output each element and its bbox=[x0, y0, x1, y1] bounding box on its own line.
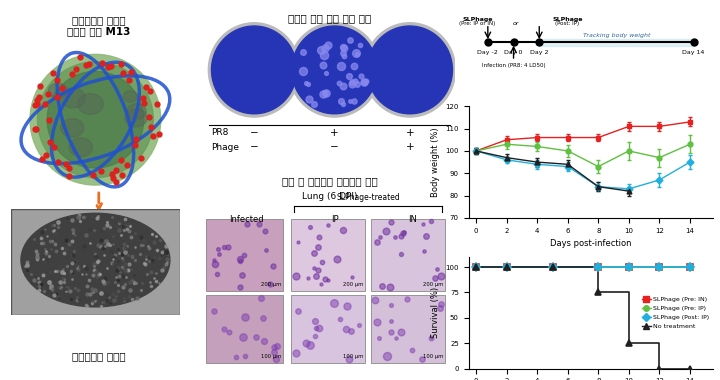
Ellipse shape bbox=[60, 119, 84, 137]
Circle shape bbox=[61, 239, 130, 281]
Circle shape bbox=[47, 71, 144, 168]
Text: Tracking body weight: Tracking body weight bbox=[582, 33, 650, 38]
Text: −: − bbox=[250, 128, 258, 138]
Text: 플라그 형성 억제 효과 검증: 플라그 형성 억제 효과 검증 bbox=[288, 13, 371, 23]
Text: −: − bbox=[330, 142, 339, 152]
FancyBboxPatch shape bbox=[371, 219, 445, 291]
Ellipse shape bbox=[208, 23, 300, 117]
Circle shape bbox=[21, 213, 170, 307]
Ellipse shape bbox=[367, 26, 452, 114]
Text: 200 μm: 200 μm bbox=[261, 282, 282, 287]
Text: PR8: PR8 bbox=[212, 128, 229, 137]
Text: SLPhage: SLPhage bbox=[552, 17, 582, 22]
Text: Day -2: Day -2 bbox=[477, 50, 498, 55]
Text: 200 μm: 200 μm bbox=[423, 282, 444, 287]
Text: 전자현미경 이미지: 전자현미경 이미지 bbox=[72, 352, 125, 361]
Ellipse shape bbox=[292, 26, 377, 114]
Text: (Pre: IP or IN): (Pre: IP or IN) bbox=[459, 21, 495, 26]
Text: SLPhage-treated: SLPhage-treated bbox=[336, 193, 400, 202]
Ellipse shape bbox=[212, 26, 297, 114]
FancyBboxPatch shape bbox=[11, 209, 180, 315]
Text: or: or bbox=[513, 21, 519, 26]
Text: 200 μm: 200 μm bbox=[343, 282, 364, 287]
Text: 100 μm: 100 μm bbox=[343, 354, 364, 359]
Circle shape bbox=[37, 62, 153, 177]
Ellipse shape bbox=[364, 23, 456, 117]
Text: +: + bbox=[405, 142, 414, 152]
FancyBboxPatch shape bbox=[207, 295, 283, 363]
Legend: SLPhage (Pre: IN), SLPhage (Pre: IP), SLPhage (Post: IP), No treatment: SLPhage (Pre: IN), SLPhage (Pre: IP), SL… bbox=[639, 294, 712, 332]
Ellipse shape bbox=[125, 109, 147, 127]
Ellipse shape bbox=[127, 104, 146, 119]
Ellipse shape bbox=[289, 23, 380, 117]
Text: −: − bbox=[250, 142, 258, 152]
Text: SLPhage: SLPhage bbox=[462, 17, 492, 22]
FancyBboxPatch shape bbox=[207, 219, 283, 291]
Ellipse shape bbox=[69, 138, 92, 157]
Ellipse shape bbox=[78, 94, 104, 114]
Text: IN: IN bbox=[408, 215, 417, 225]
Text: 100 μm: 100 μm bbox=[261, 354, 282, 359]
Ellipse shape bbox=[123, 91, 138, 102]
Circle shape bbox=[30, 54, 161, 185]
Y-axis label: Body weight (%): Body weight (%) bbox=[431, 127, 440, 197]
Text: Lung (6 DPI): Lung (6 DPI) bbox=[302, 192, 357, 201]
X-axis label: Days post-infection: Days post-infection bbox=[550, 239, 631, 248]
Text: 바이러스를 감싸는
수용체 모방 M13: 바이러스를 감싸는 수용체 모방 M13 bbox=[67, 15, 130, 36]
Text: (Post: IP): (Post: IP) bbox=[555, 21, 580, 26]
FancyBboxPatch shape bbox=[291, 295, 364, 363]
Text: +: + bbox=[405, 128, 414, 138]
Ellipse shape bbox=[48, 83, 68, 98]
Text: 조직 내 면역반응 감소효과 검증: 조직 내 면역반응 감소효과 검증 bbox=[282, 177, 377, 187]
Text: Day 14: Day 14 bbox=[683, 50, 705, 55]
Text: Infection (PR8: 4 LD50): Infection (PR8: 4 LD50) bbox=[482, 63, 545, 68]
Circle shape bbox=[78, 249, 112, 271]
Text: IP: IP bbox=[330, 215, 338, 225]
Text: +: + bbox=[330, 128, 339, 138]
Circle shape bbox=[31, 220, 160, 301]
Ellipse shape bbox=[60, 88, 86, 108]
Text: Infected: Infected bbox=[229, 215, 264, 225]
Text: Day 2: Day 2 bbox=[530, 50, 549, 55]
Text: 100 μm: 100 μm bbox=[423, 354, 444, 359]
Text: Phage: Phage bbox=[212, 143, 240, 152]
Y-axis label: Survival (%): Survival (%) bbox=[431, 287, 440, 338]
FancyBboxPatch shape bbox=[291, 219, 364, 291]
Text: Day 0: Day 0 bbox=[504, 50, 523, 55]
FancyBboxPatch shape bbox=[371, 295, 445, 363]
Circle shape bbox=[45, 228, 146, 292]
